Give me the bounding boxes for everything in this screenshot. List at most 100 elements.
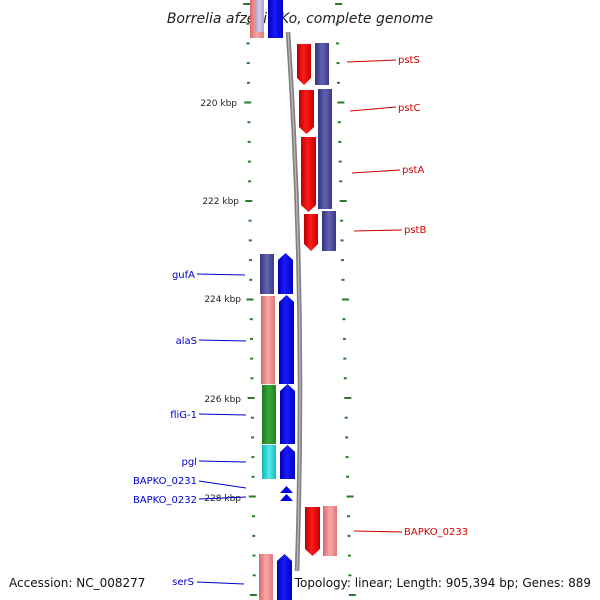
scale-tick-left	[248, 239, 252, 242]
cds-pstS	[297, 44, 311, 85]
leader-pgl	[198, 460, 247, 463]
scale-tick-left	[250, 357, 254, 360]
scale-tick-left	[249, 318, 253, 321]
leader-pstC	[349, 106, 397, 112]
scale-tick-left	[245, 200, 253, 202]
reverse-strand-features	[250, 0, 295, 600]
leader-serS	[196, 581, 245, 585]
scale-tick-right	[335, 3, 343, 5]
cds-top-partial	[268, 0, 283, 38]
scale-label-226: 226 kbp	[204, 395, 241, 405]
scale-tick-left	[246, 42, 250, 45]
scale-labels: 220 kbp 222 kbp 224 kbp 226 kbp 228 kbp	[200, 99, 241, 504]
cog-bar-serS	[259, 554, 273, 600]
scale-tick-left	[247, 121, 251, 124]
gene-label-pstC: pstC	[398, 103, 420, 114]
scale-tick-left	[250, 377, 254, 380]
scale-tick-left	[252, 554, 256, 557]
scale-tick-right	[345, 456, 349, 459]
cog-bar-pstB	[322, 211, 336, 251]
cog-bar-pgl	[262, 445, 276, 479]
scale-tick-right	[348, 594, 356, 596]
scale-tick-right	[343, 377, 347, 380]
scale-tick-right	[338, 160, 342, 163]
scale-tick-left	[246, 81, 250, 84]
cds-pstA	[301, 137, 316, 212]
scale-tick-left	[246, 298, 254, 301]
scale-tick-left	[252, 515, 256, 518]
cds-gufA	[278, 253, 293, 294]
scale-tick-right	[346, 475, 350, 478]
scale-label-228: 228 kbp	[204, 494, 241, 504]
scale-tick-right	[337, 121, 341, 124]
label-leaders	[196, 59, 403, 585]
scale-ticks	[243, 3, 356, 596]
leader-pstB	[353, 229, 403, 232]
scale-tick-left	[244, 101, 252, 104]
scale-tick-right	[342, 318, 346, 321]
scale-tick-right	[336, 62, 340, 65]
leader-BAPKO_0231	[198, 480, 247, 489]
scale-tick-right	[341, 298, 349, 301]
leader-pstS	[346, 59, 397, 63]
scale-tick-right	[339, 200, 347, 202]
scale-label-220: 220 kbp	[200, 99, 237, 109]
scale-tick-left	[249, 337, 253, 340]
cog-bar-fliG-1	[262, 385, 276, 444]
gene-label-serS: serS	[172, 577, 194, 588]
gene-label-pstA: pstA	[402, 165, 424, 176]
leader-fliG-1	[198, 413, 247, 416]
cds-alaS	[279, 295, 294, 384]
scale-tick-right	[335, 22, 339, 25]
scale-tick-left	[251, 436, 255, 439]
scale-tick-left	[247, 140, 251, 143]
leader-BAPKO_0232	[198, 496, 247, 500]
scale-tick-right	[335, 42, 339, 45]
scale-tick-left	[248, 180, 252, 183]
scale-tick-right	[344, 416, 348, 419]
scale-tick-left	[252, 574, 256, 577]
scale-tick-left	[248, 495, 256, 498]
cds-BAPKO_0233	[305, 507, 320, 556]
scale-tick-right	[343, 357, 347, 360]
leader-gufA	[196, 273, 246, 276]
scale-tick-right	[340, 219, 344, 222]
gene-label-pstS: pstS	[398, 55, 420, 66]
scale-tick-right	[346, 495, 354, 498]
gene-label-pstB: pstB	[404, 225, 426, 236]
scale-tick-left	[243, 3, 251, 5]
scale-label-224: 224 kbp	[204, 295, 241, 305]
forward-gene-labels: pstS pstC pstA pstB BAPKO_0233	[398, 55, 468, 538]
cog-bar-gufA	[260, 254, 274, 294]
leader-BAPKO_0233	[353, 530, 403, 533]
leader-alaS	[198, 339, 247, 342]
cog-bar-BAPKO_0233	[323, 506, 337, 556]
scale-tick-left	[250, 416, 254, 419]
scale-tick-right	[341, 278, 345, 281]
forward-strand-features	[297, 43, 337, 556]
scale-tick-left	[249, 259, 253, 262]
scale-tick-right	[347, 515, 351, 518]
cog-bar-pstS	[315, 43, 329, 85]
gene-label-BAPKO_0233: BAPKO_0233	[404, 527, 468, 538]
cds-pstC	[299, 90, 314, 134]
scale-tick-right	[337, 101, 345, 104]
cds-fliG-1	[280, 384, 295, 444]
scale-tick-left	[251, 475, 255, 478]
scale-tick-right	[336, 81, 340, 84]
cds-BAPKO_0232	[280, 494, 293, 501]
reverse-gene-labels: gufA alaS fliG-1 pgl BAPKO_0231 BAPKO_02…	[133, 270, 197, 588]
scale-tick-right	[338, 140, 342, 143]
cds-serS	[277, 554, 292, 600]
cds-pgl	[280, 445, 295, 479]
scale-tick-right	[347, 534, 351, 537]
scale-tick-right	[340, 239, 344, 242]
scale-tick-right	[344, 397, 352, 399]
scale-tick-right	[339, 180, 343, 183]
gene-label-pgl: pgl	[182, 457, 197, 468]
accession-text: Accession: NC_008277	[9, 576, 146, 590]
cog-bar-alaS	[261, 296, 275, 384]
scale-tick-right	[341, 259, 345, 262]
genome-summary-text: Topology: linear; Length: 905,394 bp; Ge…	[294, 576, 591, 590]
